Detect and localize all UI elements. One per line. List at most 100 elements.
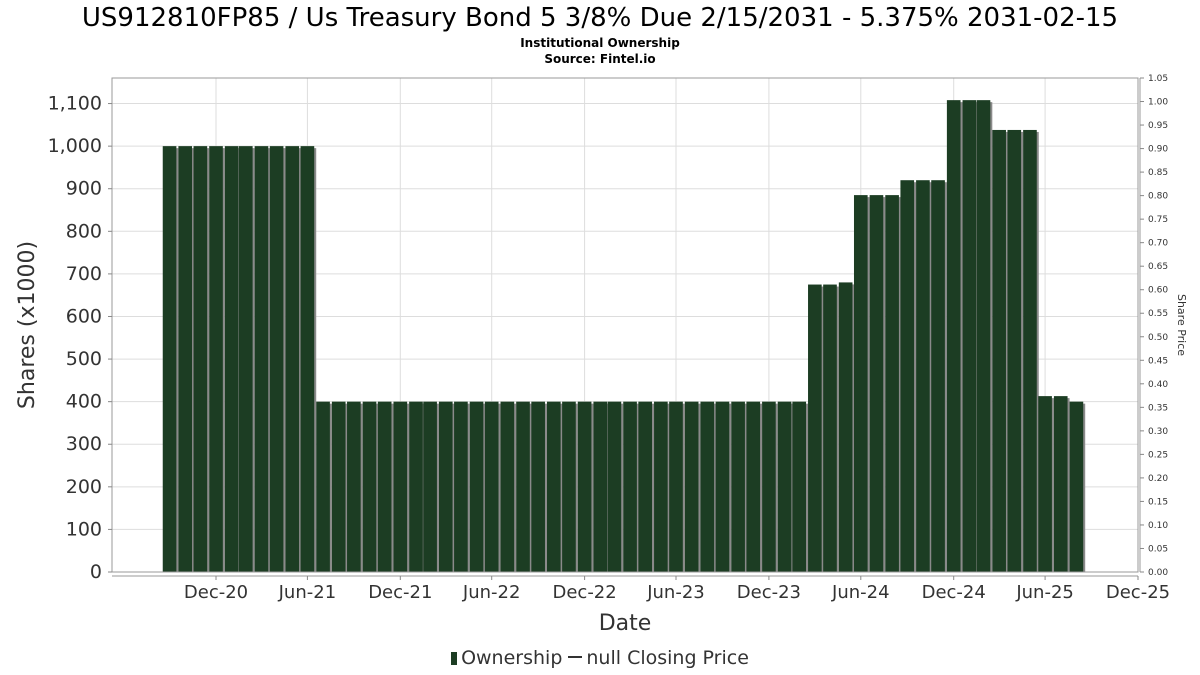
x-tick-label: Jun-22 <box>462 582 521 603</box>
ownership-bar <box>469 401 484 572</box>
y2-tick-label: 0.00 <box>1148 568 1168 578</box>
x-tick-label: Dec-20 <box>184 582 248 603</box>
ownership-bar <box>731 401 745 572</box>
y2-tick-label: 0.80 <box>1148 192 1168 202</box>
x-tick-label: Dec-24 <box>922 582 986 603</box>
y-tick-label: 500 <box>66 348 102 370</box>
x-axis-title: Date <box>599 611 652 636</box>
y2-tick-label: 0.55 <box>1148 309 1168 319</box>
legend: Ownership null Closing Price <box>0 647 1200 669</box>
ownership-bar <box>454 401 468 572</box>
ownership-bar <box>393 401 408 572</box>
x-tick-label: Dec-23 <box>737 582 801 603</box>
ownership-bar <box>916 180 930 572</box>
ownership-bar <box>269 146 284 572</box>
y-tick-label: 300 <box>66 433 102 455</box>
y2-tick-label: 0.25 <box>1148 450 1168 460</box>
y2-tick-label: 0.75 <box>1148 215 1168 225</box>
ownership-bar <box>684 401 699 572</box>
ownership-bar <box>792 401 807 572</box>
ownership-bar <box>762 401 776 572</box>
y-axis-title: Shares (x1000) <box>15 241 40 409</box>
ownership-bar <box>931 180 945 572</box>
y-tick-label: 700 <box>66 263 102 285</box>
y2-tick-label: 0.50 <box>1148 333 1168 343</box>
ownership-bar <box>224 146 239 572</box>
ownership-bar <box>1038 396 1052 572</box>
legend-price-line <box>568 656 583 658</box>
ownership-bar <box>162 146 177 572</box>
ownership-bar <box>853 195 868 573</box>
ownership-bar <box>992 129 1006 572</box>
ownership-bar <box>254 146 269 572</box>
chart-source: Source: Fintel.io <box>544 52 656 66</box>
ownership-bar <box>885 195 899 573</box>
y-tick-label: 1,000 <box>48 135 102 157</box>
y2-tick-label: 0.35 <box>1148 403 1168 413</box>
y-tick-label: 0 <box>90 561 102 583</box>
x-tick-label: Jun-25 <box>1015 582 1074 603</box>
y2-tick-label: 0.20 <box>1148 474 1168 484</box>
y2-tick-label: 0.85 <box>1148 168 1168 178</box>
ownership-bar <box>838 282 853 572</box>
ownership-bar <box>976 100 991 572</box>
ownership-bar <box>746 401 761 572</box>
ownership-bar <box>1069 401 1084 572</box>
y2-tick-label: 1.05 <box>1148 74 1168 84</box>
plot-border <box>111 77 1139 573</box>
y2-tick-label: 0.30 <box>1148 427 1168 437</box>
y2-tick-label: 0.05 <box>1148 544 1168 554</box>
x-tick-label: Jun-23 <box>646 582 705 603</box>
x-tick-label: Dec-22 <box>552 582 616 603</box>
y-tick-label: 900 <box>66 178 102 200</box>
ownership-bar <box>285 146 300 572</box>
ownership-bar <box>438 401 453 572</box>
ownership-bar <box>484 401 499 572</box>
legend-ownership-label: Ownership <box>461 647 563 669</box>
ownership-bar <box>823 284 837 572</box>
y2-tick-label: 0.70 <box>1148 239 1168 249</box>
ownership-bar <box>1023 129 1037 572</box>
ownership-bar <box>347 401 361 572</box>
x-tick-label: Dec-25 <box>1106 582 1170 603</box>
y-tick-label: 800 <box>66 220 102 242</box>
ownership-bar <box>546 401 561 572</box>
ownership-bar <box>1053 396 1068 572</box>
y2-tick-label: 0.45 <box>1148 356 1168 366</box>
ownership-bar <box>777 401 792 572</box>
ownership-bar <box>869 195 884 573</box>
ownership-bar <box>316 401 330 572</box>
y-tick-label: 400 <box>66 391 102 413</box>
legend-price-label: null Closing Price <box>586 647 749 669</box>
ownership-bar <box>409 401 423 572</box>
chart-title: US912810FP85 / Us Treasury Bond 5 3/8% D… <box>81 3 1119 33</box>
ownership-bar <box>238 146 253 572</box>
y-tick-label: 200 <box>66 476 102 498</box>
y2-tick-label: 0.60 <box>1148 286 1168 296</box>
ownership-bar <box>423 401 437 572</box>
y2-tick-label: 0.65 <box>1148 262 1168 272</box>
y2-tick-label: 0.40 <box>1148 380 1168 390</box>
ownership-bar <box>577 401 592 572</box>
y2-tick-label: 0.15 <box>1148 497 1168 507</box>
ownership-bar <box>593 401 608 572</box>
ownership-bar <box>178 146 193 572</box>
ownership-bar <box>669 401 683 572</box>
ownership-bar <box>900 180 915 572</box>
ownership-bar <box>562 401 576 572</box>
y2-tick-label: 0.90 <box>1148 145 1168 155</box>
ownership-bar <box>607 401 622 572</box>
ownership-bar <box>500 401 515 572</box>
chart-subtitle: Institutional Ownership <box>520 36 680 50</box>
ownership-bar <box>193 146 208 572</box>
ownership-bar <box>715 401 730 572</box>
y2-tick-label: 0.10 <box>1148 521 1168 531</box>
y-tick-label: 600 <box>66 305 102 327</box>
y2-tick-label: 1.00 <box>1148 98 1168 108</box>
y2-axis-title: Share Price <box>1175 294 1188 356</box>
ownership-bar <box>623 401 637 572</box>
ownership-bar <box>300 146 315 572</box>
y2-tick-label: 0.95 <box>1148 121 1168 131</box>
ownership-bar <box>700 401 715 572</box>
